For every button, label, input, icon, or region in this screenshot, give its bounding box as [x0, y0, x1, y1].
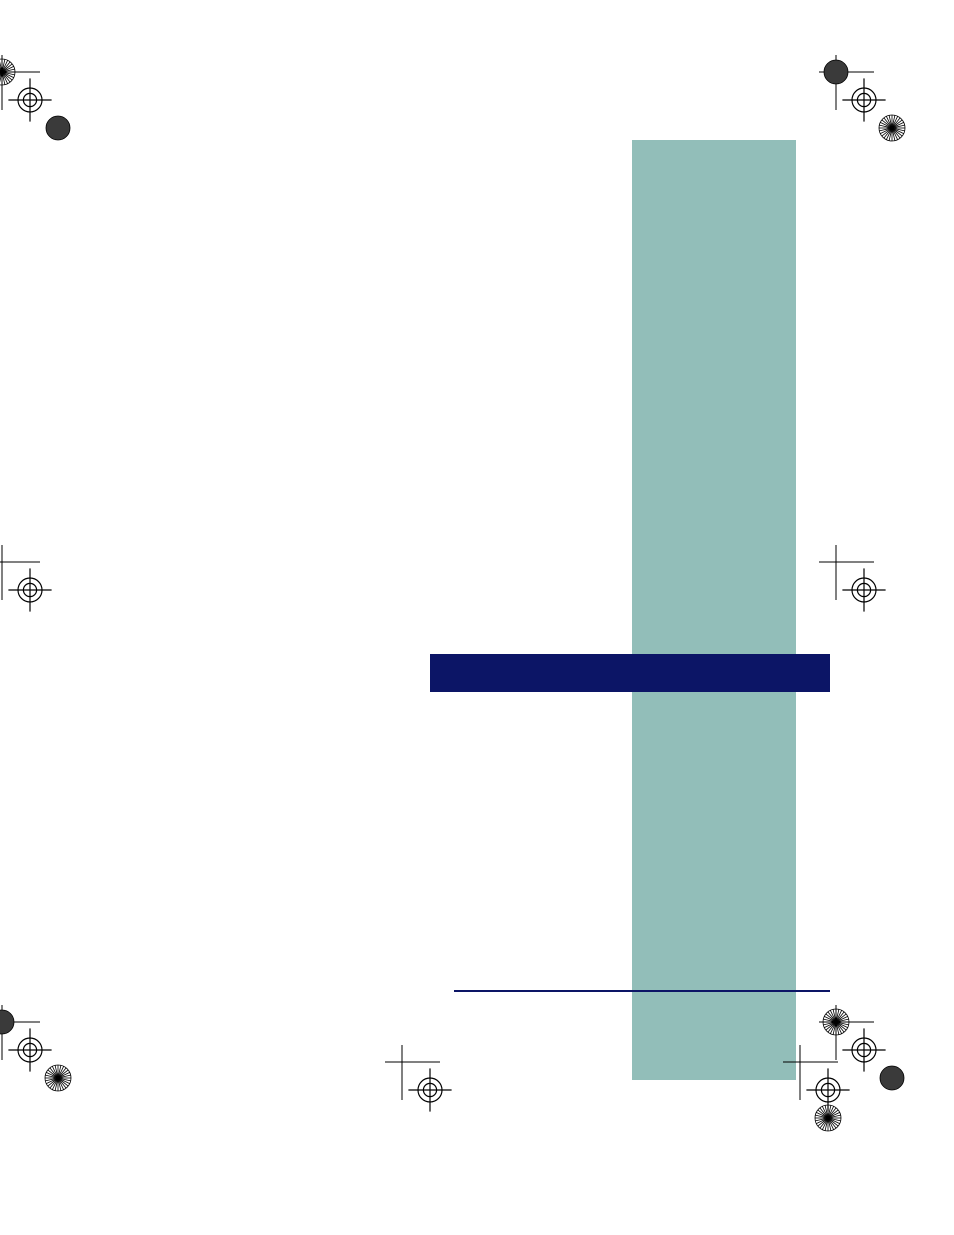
- thin-horizontal-rule: [454, 990, 830, 992]
- regmark-bottom-right2-icon: [768, 1030, 888, 1150]
- regmark-mid-right-icon: [804, 530, 924, 650]
- regmark-mid-left-icon: [0, 530, 90, 650]
- regmark-top-left-icon: [0, 40, 90, 160]
- dark-horizontal-bar: [430, 654, 830, 692]
- regmark-bottom-left-icon: [0, 990, 90, 1110]
- regmark-bottom-center-icon: [370, 1030, 490, 1150]
- regmark-top-right-icon: [804, 40, 924, 160]
- vertical-band: [632, 140, 796, 1080]
